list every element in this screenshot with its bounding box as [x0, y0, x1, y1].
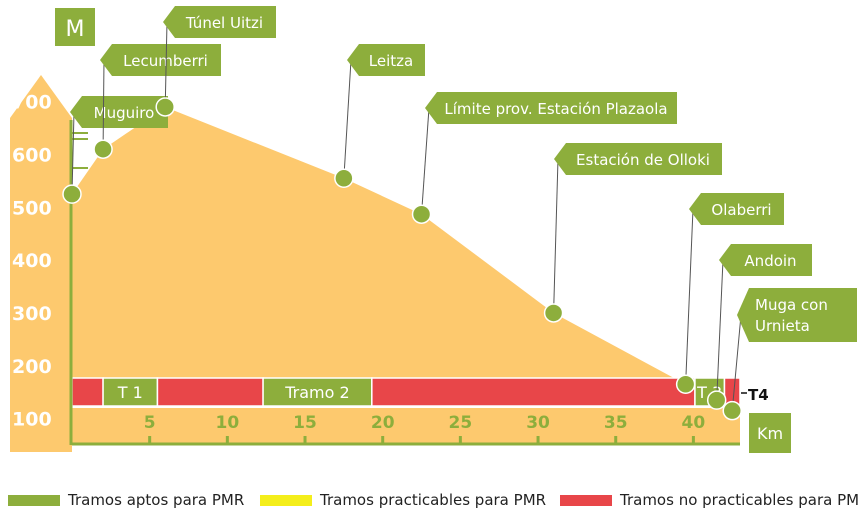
place-callouts: Muguiro Lecumberri Túnel Uitzi Leitza Límite…	[70, 6, 857, 411]
callout-leader-2	[164, 21, 168, 107]
callout-box-0	[70, 96, 168, 128]
place-point-1	[93, 139, 113, 159]
y-tick-label-700: 700	[12, 92, 52, 114]
place-point-2	[155, 97, 175, 117]
legend-item-apto: Tramos aptos para PMR	[8, 488, 244, 512]
x-tick-label-40: 40	[682, 413, 706, 433]
legend-swatch-no-practicable	[560, 494, 612, 506]
callout-label-4: Límite prov. Estación Plazaola	[444, 100, 667, 118]
callout-leader-3	[343, 59, 352, 179]
legend-label-apto: Tramos aptos para PMR	[68, 491, 245, 509]
callout-label-6: Olaberri	[711, 201, 771, 219]
callout-leader-6	[685, 208, 694, 385]
place-point-4	[411, 204, 432, 224]
callout-box-7	[719, 244, 812, 276]
y-tick-label-400: 400	[12, 250, 52, 272]
x-tick-label-35: 35	[604, 413, 628, 433]
callout-leader-4	[421, 107, 430, 215]
callout-label-8: Muga con Urnieta	[755, 296, 828, 335]
x-tick-label-15: 15	[293, 413, 317, 433]
legend-swatch-practicable	[260, 494, 312, 506]
y-tick-label-500: 500	[12, 197, 52, 219]
x-unit-label: Km	[757, 424, 783, 443]
callout-leader-5	[553, 158, 559, 313]
place-point-7	[706, 390, 727, 410]
x-tick-label-25: 25	[449, 413, 473, 433]
legend-swatch-apto	[8, 494, 60, 506]
place-point-6	[675, 374, 696, 395]
tramo-segment-3	[262, 377, 373, 407]
y-tick-label-100: 100	[12, 409, 52, 431]
x-tick-label-5: 5	[144, 413, 156, 433]
callout-box-5	[554, 143, 722, 175]
callout-leader-7	[716, 259, 724, 401]
callout-leader-8	[731, 314, 742, 411]
callout-box-2	[163, 6, 276, 38]
y-tick-label-600: 600	[12, 145, 52, 167]
t4-label: T4	[748, 386, 769, 404]
plot-area	[72, 107, 740, 414]
tramo-label-3: Tramo 2	[284, 383, 349, 402]
y-unit-box	[55, 8, 95, 46]
tramo-label-1: T 1	[117, 383, 143, 402]
legend-item-no-practicable: Tramos no practicables para PMR	[560, 488, 860, 512]
place-point-8	[722, 400, 742, 421]
y-unit-label: M	[66, 17, 85, 42]
x-tick-label-30: 30	[526, 413, 550, 433]
legend-label-practicable: Tramos practicables para PMR	[320, 491, 547, 509]
place-point-3	[334, 168, 354, 189]
callout-box-6	[689, 193, 784, 225]
x-axis-strip	[72, 408, 740, 445]
callout-box-8	[737, 288, 857, 342]
callout-label-2: Túnel Uitzi	[185, 14, 263, 32]
tramo-segment-0	[71, 377, 104, 407]
legend-item-practicable: Tramos practicables para PMR	[260, 488, 546, 512]
callout-box-4	[425, 92, 677, 124]
callout-box-1	[100, 44, 221, 76]
tramo-segment-4	[371, 377, 696, 407]
x-tick-label-10: 10	[216, 413, 240, 433]
y-tick-labels: 100 200 300 400 500 600 700	[12, 92, 52, 431]
legend-label-no-practicable: Tramos no practicables para PMR	[620, 491, 860, 509]
callout-label-5: Estación de Olloki	[576, 151, 710, 169]
tramo-segment-1	[102, 377, 159, 407]
x-tick-label-20: 20	[371, 413, 395, 433]
y-tick-label-200: 200	[12, 356, 52, 378]
callout-box-3	[347, 44, 425, 76]
place-point-5	[543, 303, 564, 323]
y-axis-arrow	[10, 75, 72, 452]
tramo-segment-2	[156, 377, 264, 407]
callout-leader-1	[102, 59, 105, 150]
callout-label-7: Andoin	[744, 252, 796, 270]
x-unit-box	[749, 413, 791, 453]
callout-label-1: Lecumberri	[123, 52, 208, 70]
place-points	[62, 97, 742, 421]
callout-leader-0	[71, 111, 75, 195]
x-axis: 5 10 15 20 25 30 35 40	[69, 120, 740, 446]
y-tick-label-300: 300	[12, 303, 52, 325]
callout-label-3: Leitza	[369, 52, 413, 70]
callout-label-0: Muguiro	[94, 104, 155, 122]
legend: Tramos aptos para PMR Tramos practicable…	[0, 488, 860, 512]
place-point-0	[62, 184, 82, 204]
elevation-area	[72, 107, 740, 414]
